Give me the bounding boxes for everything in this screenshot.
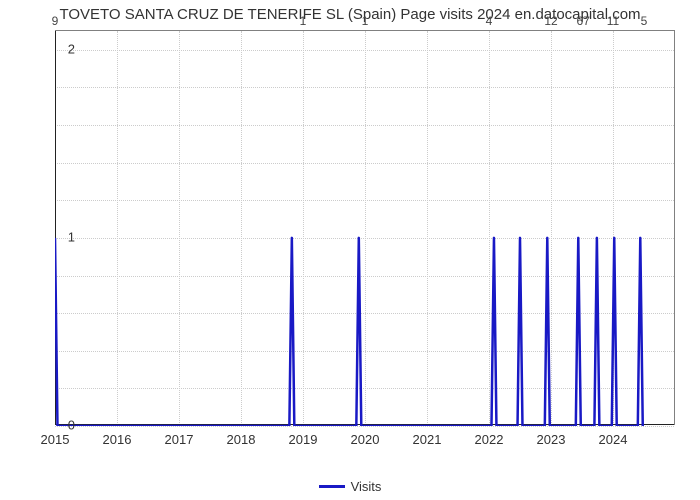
secondary-x-label: 1 xyxy=(300,14,307,28)
x-tick-label: 2017 xyxy=(165,432,194,447)
x-tick-label: 2022 xyxy=(475,432,504,447)
line-series-visits xyxy=(55,31,675,426)
secondary-x-label: 9 xyxy=(52,14,59,28)
gridline-h xyxy=(55,426,674,427)
x-tick-label: 2018 xyxy=(227,432,256,447)
secondary-x-label: 12 xyxy=(544,14,557,28)
y-tick-label: 1 xyxy=(55,229,75,244)
x-tick-label: 2021 xyxy=(413,432,442,447)
secondary-x-label: 67 xyxy=(577,14,590,28)
secondary-x-label: 11 xyxy=(607,14,619,28)
legend-swatch xyxy=(319,485,345,488)
plot-inner xyxy=(55,31,674,425)
x-tick-label: 2020 xyxy=(351,432,380,447)
x-tick-label: 2015 xyxy=(41,432,70,447)
chart-container: TOVETO SANTA CRUZ DE TENERIFE SL (Spain)… xyxy=(0,0,700,500)
x-tick-label: 2024 xyxy=(599,432,628,447)
secondary-x-label: 4 xyxy=(486,14,493,28)
secondary-x-label: 5 xyxy=(641,14,648,28)
secondary-x-label: 1 xyxy=(362,14,369,28)
legend: Visits xyxy=(0,478,700,494)
x-tick-label: 2016 xyxy=(103,432,132,447)
series-polyline xyxy=(55,238,643,426)
plot-area xyxy=(55,30,675,425)
x-tick-label: 2019 xyxy=(289,432,318,447)
y-tick-label: 0 xyxy=(55,418,75,433)
x-tick-label: 2023 xyxy=(537,432,566,447)
legend-label: Visits xyxy=(351,479,382,494)
chart-title: TOVETO SANTA CRUZ DE TENERIFE SL (Spain)… xyxy=(0,0,700,23)
y-tick-label: 2 xyxy=(55,41,75,56)
